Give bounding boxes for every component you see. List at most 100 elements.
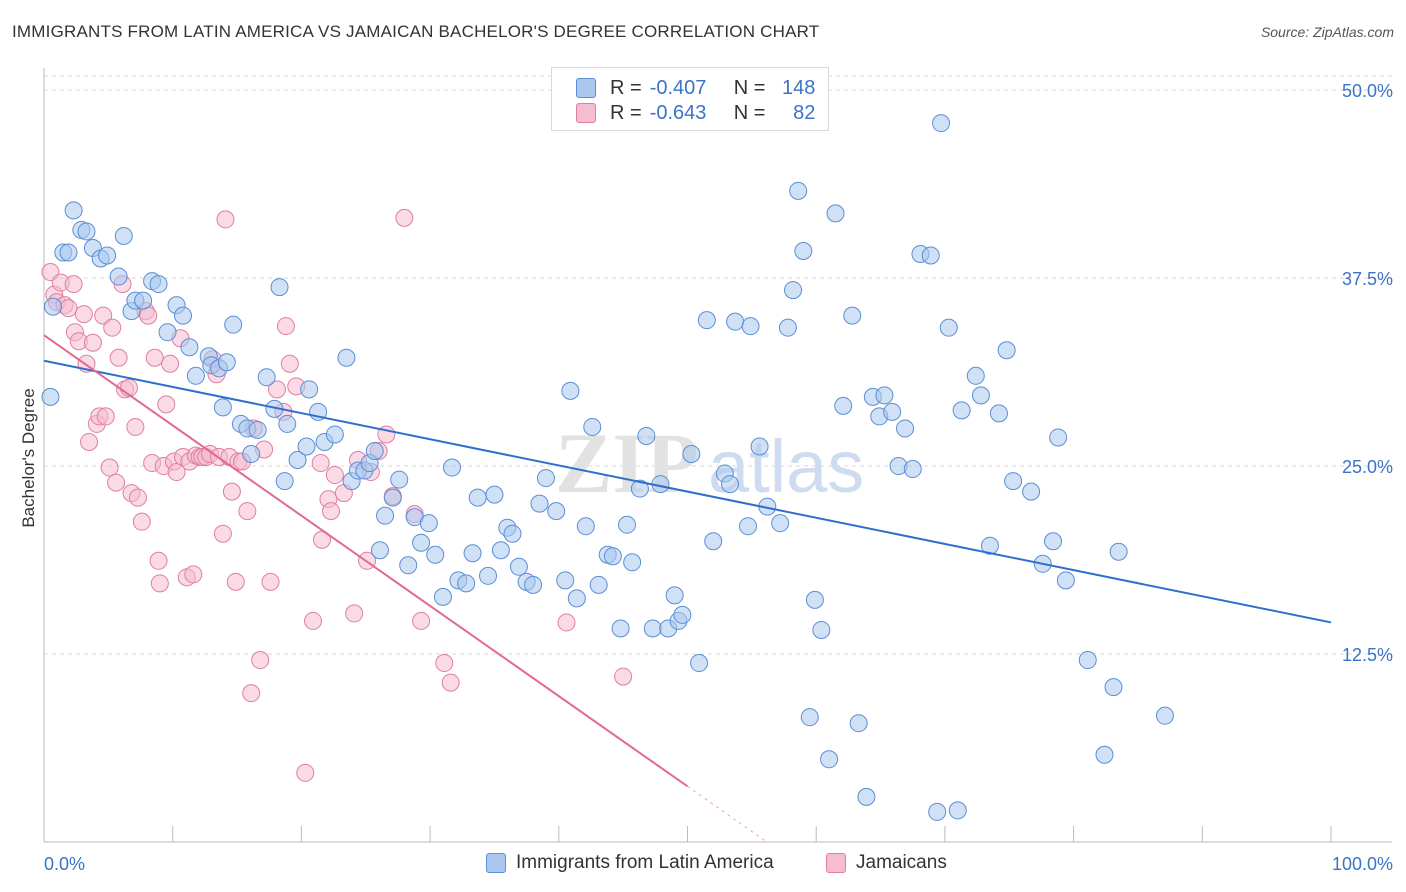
- latin-america-point: [337, 348, 356, 367]
- latin-america-point: [98, 246, 117, 265]
- latin-america-point: [673, 605, 692, 624]
- latin-america-point: [44, 297, 63, 316]
- latin-america-point: [704, 532, 723, 551]
- latin-america-point: [857, 787, 876, 806]
- correlation-legend: R = -0.407 N = 148 R = -0.643 N = 82: [551, 67, 829, 131]
- latin-america-point: [479, 566, 498, 585]
- latin-america-point: [834, 396, 853, 415]
- latin-america-point: [509, 557, 528, 576]
- latin-america-point: [697, 311, 716, 330]
- watermark: ZIP atlas: [555, 415, 864, 511]
- latin-america-point: [637, 426, 656, 445]
- latin-america-point: [468, 488, 487, 507]
- jamaican-point: [94, 306, 113, 325]
- latin-america-point: [771, 514, 790, 533]
- latin-america-point: [611, 619, 630, 638]
- legend-n-label: N =: [733, 76, 766, 99]
- latin-america-point: [503, 524, 522, 543]
- latin-america-point: [1078, 651, 1097, 670]
- latin-america-point: [556, 571, 575, 590]
- latin-america-point: [630, 479, 649, 498]
- jamaican-point: [74, 305, 93, 324]
- jamaican-point: [226, 572, 245, 591]
- jamaican-point: [222, 482, 241, 501]
- latin-america-point: [623, 553, 642, 572]
- series-legend: Immigrants from Latin America Jamaicans: [0, 852, 1406, 878]
- latin-america-point: [158, 323, 177, 342]
- latin-america-point: [789, 181, 808, 200]
- latin-america-point: [442, 458, 461, 477]
- series-legend-latin-america[interactable]: Immigrants from Latin America: [486, 852, 774, 874]
- latin-america-point: [419, 514, 438, 533]
- jamaican-point: [614, 667, 633, 686]
- jamaican-point: [395, 208, 414, 227]
- latin-america-point: [720, 475, 739, 494]
- legend-row-latin-america: R = -0.407 N = 148: [576, 76, 815, 100]
- latin-america-point: [805, 590, 824, 609]
- latin-america-point: [800, 708, 819, 727]
- latin-america-points: [41, 114, 1174, 821]
- legend-n-value: 148: [782, 76, 816, 99]
- legend-swatch-pink: [576, 103, 596, 123]
- latin-america-point: [365, 442, 384, 460]
- latin-america-point: [989, 404, 1008, 423]
- latin-america-point: [939, 318, 958, 337]
- latin-america-point: [278, 414, 297, 433]
- watermark-atlas: atlas: [708, 425, 864, 508]
- latin-america-point: [849, 714, 868, 733]
- latin-america-point: [903, 460, 922, 479]
- latin-america-point: [576, 517, 595, 536]
- latin-america-point: [561, 381, 580, 400]
- latin-america-point: [1049, 428, 1068, 447]
- latin-america-point: [784, 281, 803, 300]
- latin-america-point: [971, 386, 990, 405]
- latin-america-point: [896, 419, 915, 438]
- latin-america-point: [390, 470, 409, 489]
- latin-america-point: [242, 445, 261, 464]
- legend-n-value: 82: [793, 101, 816, 124]
- latin-america-point: [173, 306, 192, 325]
- latin-america-point: [875, 386, 894, 405]
- jamaican-point: [276, 317, 295, 336]
- latin-america-point: [589, 575, 608, 594]
- series-legend-jamaicans[interactable]: Jamaicans: [826, 852, 947, 874]
- y-tick-label: 12.5%: [1342, 645, 1393, 665]
- jamaican-point: [238, 502, 257, 521]
- latin-america-point: [41, 387, 60, 406]
- latin-america-point: [412, 533, 431, 552]
- jamaican-point: [412, 611, 431, 630]
- trend-lines: [43, 334, 1332, 841]
- jamaican-point: [64, 275, 83, 294]
- latin-america-point: [928, 802, 947, 821]
- jamaican-point: [107, 473, 126, 492]
- jamaican-point: [280, 354, 299, 373]
- latin-america-point: [325, 425, 344, 444]
- jamaican-point: [96, 407, 115, 426]
- latin-america-point: [213, 398, 232, 417]
- jamaican-point: [161, 354, 180, 373]
- latin-america-point: [536, 469, 555, 488]
- latin-america-point: [778, 318, 797, 337]
- jamaican-point: [80, 432, 99, 451]
- jamaican-point: [145, 348, 164, 367]
- legend-n-label: N =: [733, 101, 766, 124]
- jamaican-point: [157, 395, 176, 414]
- latin-america-point: [433, 587, 452, 606]
- latin-america-point: [463, 544, 482, 563]
- y-tick-label: 37.5%: [1342, 269, 1393, 289]
- latin-america-point: [1022, 482, 1041, 501]
- latin-america-point: [257, 368, 276, 387]
- latin-america-trend-line: [43, 359, 1332, 624]
- latin-america-point: [376, 506, 395, 525]
- legend-swatch-blue: [486, 853, 506, 873]
- axis-layer: [43, 68, 1392, 843]
- latin-america-point: [618, 515, 637, 534]
- latin-america-point: [77, 222, 96, 241]
- grid-layer: [44, 75, 1392, 655]
- latin-america-point: [812, 620, 831, 639]
- latin-america-point: [224, 315, 243, 334]
- legend-r-label: R =: [610, 76, 642, 99]
- latin-america-point: [297, 437, 316, 456]
- latin-america-point: [997, 341, 1016, 360]
